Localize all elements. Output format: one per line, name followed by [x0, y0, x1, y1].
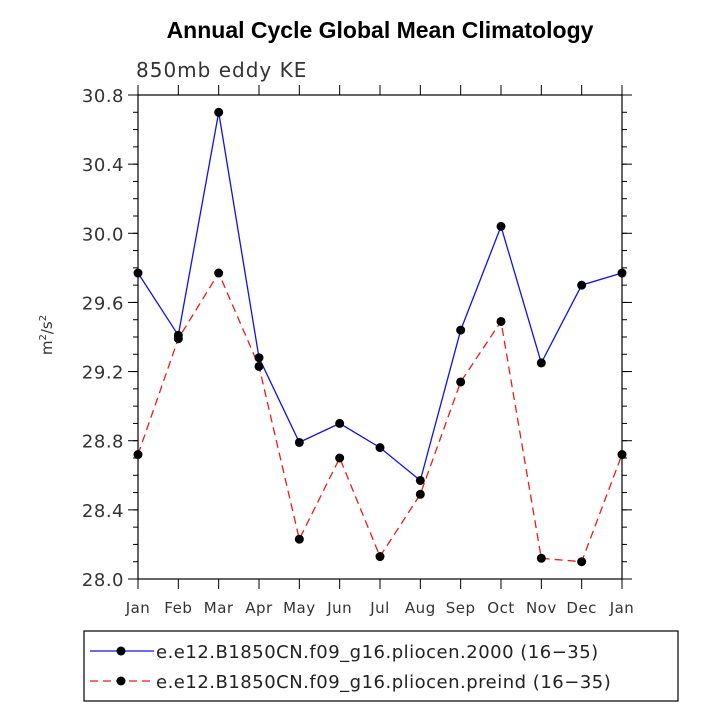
data-point-1	[415, 489, 425, 499]
data-point-1	[294, 534, 304, 544]
y-tick-label: 29.2	[82, 363, 124, 384]
data-point-1	[577, 557, 587, 567]
data-point-1	[496, 316, 506, 326]
x-tick-label: Feb	[164, 599, 192, 617]
x-axis: Jan Feb Mar Apr May Jun Jul Aug Sep Oct Nov Dec Jan	[125, 85, 635, 617]
plot-frame	[137, 94, 623, 580]
y-tick-label: 28.0	[82, 570, 124, 591]
x-tick-label: Jan	[125, 599, 151, 617]
data-point-0	[335, 418, 345, 428]
x-tick-label: Dec	[566, 599, 597, 617]
data-point-1	[536, 553, 546, 563]
data-point-1	[617, 450, 627, 460]
data-point-0	[496, 221, 506, 231]
x-tick-label: Jul	[369, 599, 390, 617]
chart-title: Annual Cycle Global Mean Climatology	[167, 17, 594, 43]
y-axis: 28.0 28.4 28.8 29.2 29.6 30.0 30.4 30.8	[82, 86, 632, 591]
data-point-0	[415, 475, 425, 485]
minor-ticks	[133, 94, 627, 580]
y-tick-label: 29.6	[82, 293, 124, 314]
data-point-0	[133, 268, 143, 278]
y-tick-label: 28.4	[82, 501, 124, 522]
data-point-0	[375, 443, 385, 453]
x-tick-label: Jan	[609, 599, 635, 617]
data-point-0	[577, 280, 587, 290]
data-point-1	[254, 361, 264, 371]
data-point-0	[456, 325, 466, 335]
y-tick-label: 30.4	[82, 155, 124, 176]
y-tick-label: 30.8	[82, 86, 124, 107]
x-tick-label: Mar	[204, 599, 234, 617]
series-line-0	[137, 112, 623, 482]
x-tick-label: Apr	[245, 599, 273, 617]
data-point-0	[536, 358, 546, 368]
data-point-1	[173, 334, 183, 344]
legend-box	[83, 630, 679, 702]
data-point-1	[214, 268, 224, 278]
data-point-1	[456, 377, 466, 387]
y-axis-label: m2/s2	[38, 315, 56, 355]
legend-label-2000: e.e12.B1850CN.f09_g16.pliocen.2000 (16−3…	[156, 642, 599, 663]
x-tick-label: Aug	[405, 599, 436, 617]
data-point-0	[617, 268, 627, 278]
series-lines	[137, 112, 623, 563]
chart-subtitle: 850mb eddy KE	[136, 58, 307, 82]
legend-label-preind: e.e12.B1850CN.f09_g16.pliocen.preind (16…	[156, 672, 611, 693]
y-tick-label: 28.8	[82, 432, 124, 453]
data-point-1	[375, 552, 385, 562]
data-point-1	[335, 453, 345, 463]
series-points	[133, 107, 627, 567]
x-tick-label: Oct	[487, 599, 514, 617]
legend-marker-preind	[116, 676, 126, 686]
series-line-1	[137, 271, 623, 563]
x-tick-label: Sep	[446, 599, 476, 617]
data-point-1	[133, 450, 143, 460]
x-tick-label: Jun	[326, 599, 352, 617]
x-tick-label: Nov	[526, 599, 557, 617]
data-point-0	[254, 353, 264, 363]
x-tick-label: May	[283, 599, 316, 617]
data-point-0	[214, 107, 224, 117]
legend-marker-2000	[116, 646, 126, 656]
y-tick-label: 30.0	[82, 224, 124, 245]
data-point-0	[294, 437, 304, 447]
